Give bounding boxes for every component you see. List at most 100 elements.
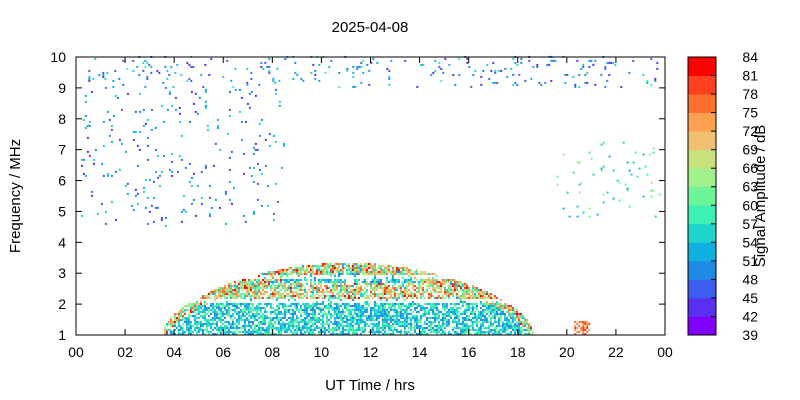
heatmap-cell <box>411 333 414 335</box>
heatmap-cell <box>215 289 218 291</box>
heatmap-cell <box>479 291 482 293</box>
heatmap-cell <box>273 291 276 293</box>
heatmap-cell <box>146 136 149 139</box>
heatmap-cell <box>138 92 141 95</box>
heatmap-cell <box>483 319 486 321</box>
heatmap-cell <box>297 269 300 271</box>
heatmap-cell <box>379 281 382 283</box>
heatmap-cell <box>357 279 360 281</box>
heatmap-cell <box>265 305 268 307</box>
heatmap-cell <box>343 287 346 289</box>
heatmap-cell <box>656 61 659 64</box>
heatmap-cell <box>381 317 384 319</box>
heatmap-cell <box>592 173 595 176</box>
heatmap-cell <box>311 305 314 307</box>
heatmap-cell <box>349 305 352 307</box>
heatmap-cell <box>437 321 440 323</box>
heatmap-cell <box>339 279 342 281</box>
heatmap-cell <box>642 153 645 156</box>
heatmap-cell <box>363 309 366 311</box>
heatmap-cell <box>451 279 454 281</box>
heatmap-cell <box>313 319 316 321</box>
heatmap-cell <box>269 321 272 323</box>
heatmap-cell <box>387 265 390 267</box>
heatmap-cell <box>252 210 255 213</box>
heatmap-cell <box>257 313 260 315</box>
heatmap-cell <box>305 293 308 295</box>
heatmap-cell <box>330 59 333 62</box>
heatmap-cell <box>230 150 233 153</box>
heatmap-cell <box>257 309 260 311</box>
heatmap-cell <box>515 315 518 317</box>
heatmap-cell <box>235 327 238 329</box>
heatmap-cell <box>245 317 248 319</box>
heatmap-cell <box>381 319 384 321</box>
heatmap-cell <box>291 283 294 285</box>
heatmap-cell <box>110 124 113 127</box>
heatmap-cell <box>211 307 214 309</box>
heatmap-cell <box>223 287 226 289</box>
heatmap-cell <box>375 289 378 291</box>
heatmap-cell <box>227 307 230 309</box>
heatmap-cell <box>203 313 206 315</box>
heatmap-cell <box>215 295 218 297</box>
heatmap-cell <box>287 317 290 319</box>
heatmap-cell <box>177 329 180 331</box>
heatmap-cell <box>379 283 382 285</box>
heatmap-cell <box>227 289 230 291</box>
heatmap-cell <box>285 293 288 295</box>
heatmap-cell <box>193 327 196 329</box>
heatmap-cell <box>250 174 253 177</box>
heatmap-cell <box>291 333 294 335</box>
heatmap-cell <box>393 311 396 313</box>
heatmap-cell <box>351 315 354 317</box>
heatmap-cell <box>321 303 324 305</box>
heatmap-cell <box>397 287 400 289</box>
y-tick-label: 3 <box>58 265 66 281</box>
heatmap-cell <box>387 315 390 317</box>
heatmap-cell <box>493 319 496 321</box>
heatmap-cell <box>419 317 422 319</box>
heatmap-cell <box>321 319 324 321</box>
heatmap-cell <box>323 267 326 269</box>
heatmap-cell <box>576 327 579 329</box>
heatmap-cell <box>299 315 302 317</box>
heatmap-cell <box>241 327 244 329</box>
heatmap-cell <box>425 303 428 305</box>
heatmap-cell <box>403 321 406 323</box>
heatmap-cell <box>385 291 388 293</box>
heatmap-cell <box>475 325 478 327</box>
colorbar-tick-label: 75 <box>742 105 758 121</box>
heatmap-cell <box>457 283 460 285</box>
heatmap-cell <box>491 305 494 307</box>
heatmap-cell <box>471 317 474 319</box>
heatmap-cell <box>357 271 360 273</box>
heatmap-cell <box>102 120 105 123</box>
heatmap-cell <box>421 291 424 293</box>
heatmap-cell <box>269 333 272 335</box>
heatmap-cell <box>116 96 119 99</box>
heatmap-cell <box>433 325 436 327</box>
heatmap-cell <box>289 303 292 305</box>
heatmap-cell <box>403 289 406 291</box>
heatmap-cell <box>245 307 248 309</box>
heatmap-cell <box>305 297 308 299</box>
heatmap-cell <box>255 289 258 291</box>
heatmap-cell <box>191 325 194 327</box>
heatmap-cell <box>403 281 406 283</box>
heatmap-cell <box>233 281 236 283</box>
heatmap-cell <box>351 305 354 307</box>
heatmap-cell <box>243 309 246 311</box>
heatmap-cell <box>495 309 498 311</box>
heatmap-cell <box>365 263 368 265</box>
heatmap-cell <box>451 283 454 285</box>
heatmap-cell <box>243 315 246 317</box>
heatmap-cell <box>134 130 137 133</box>
heatmap-cell <box>293 321 296 323</box>
heatmap-cell <box>289 313 292 315</box>
heatmap-cell <box>181 317 184 319</box>
heatmap-cell <box>317 307 320 309</box>
heatmap-cell <box>303 303 306 305</box>
heatmap-cell <box>479 297 482 299</box>
heatmap-cell <box>377 323 380 325</box>
